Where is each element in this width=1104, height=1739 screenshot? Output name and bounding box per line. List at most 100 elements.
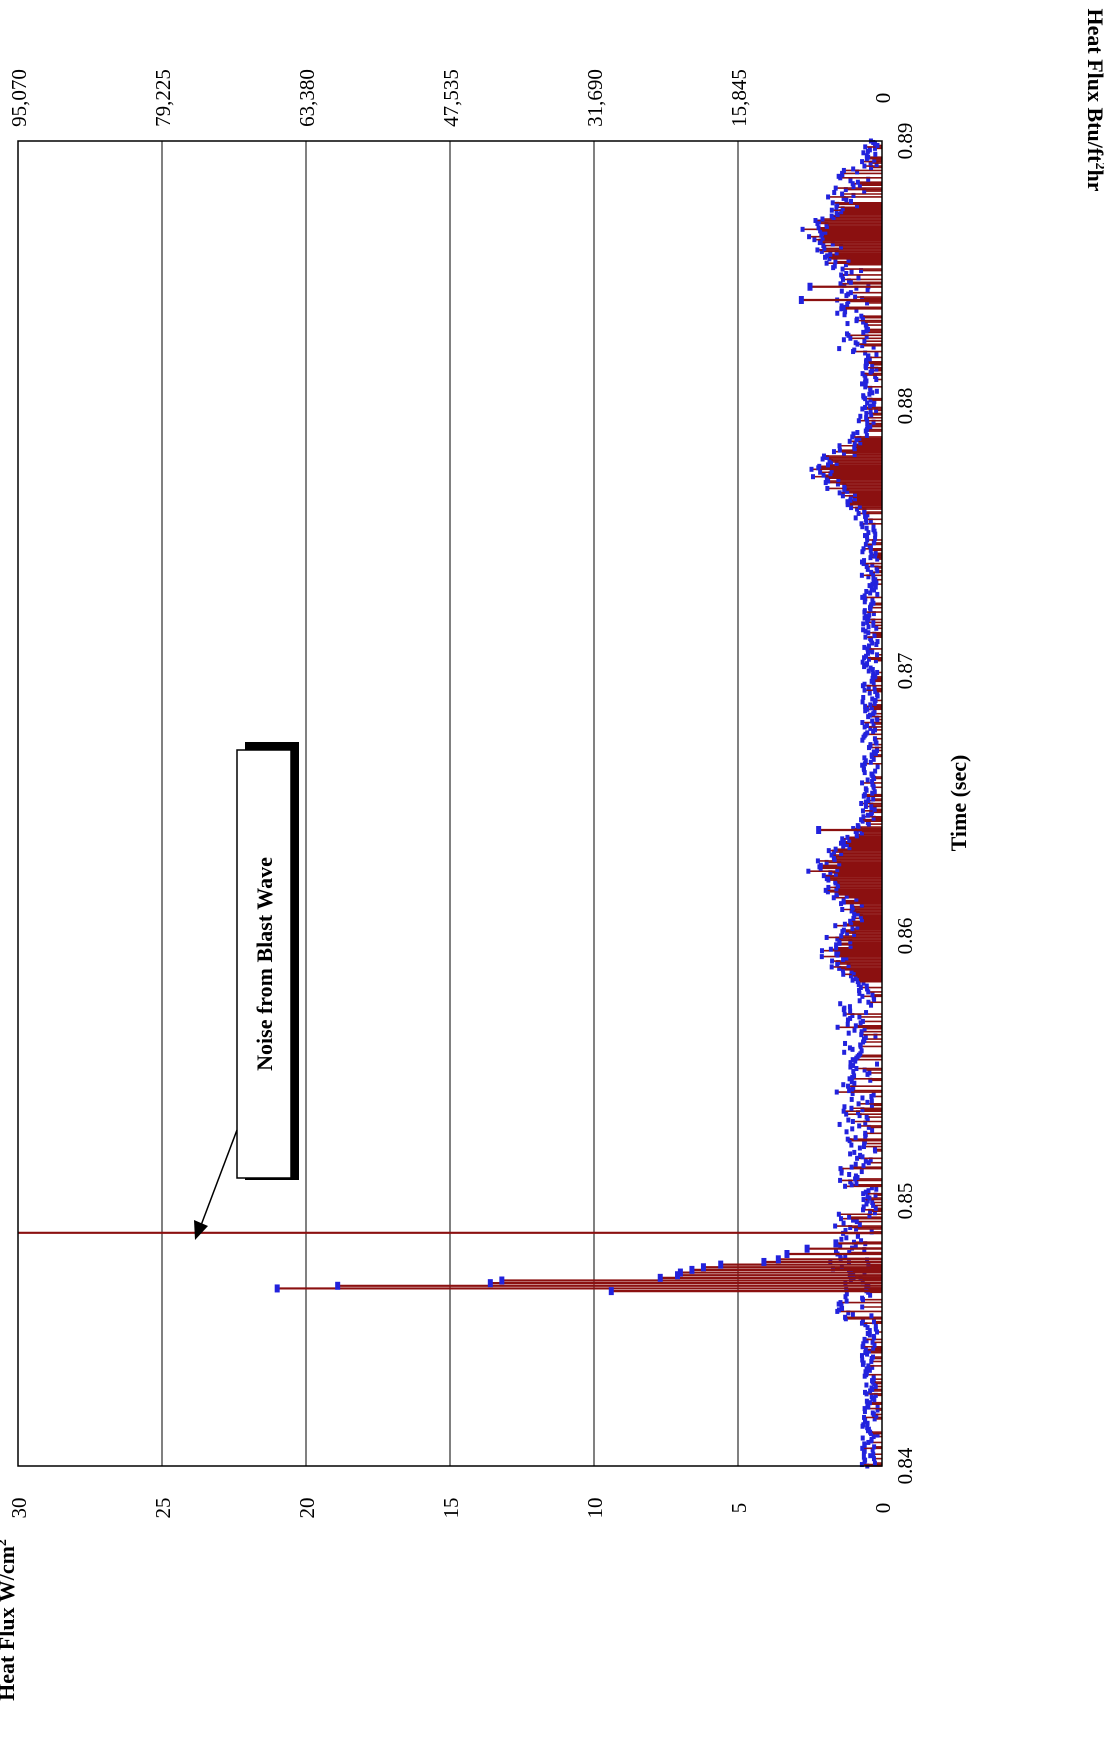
data-point [846, 257, 851, 263]
data-point [866, 1124, 871, 1130]
data-point [861, 1422, 866, 1428]
data-point [874, 1186, 879, 1192]
data-point [844, 1111, 849, 1117]
data-point [860, 1435, 865, 1441]
data-point [824, 260, 829, 266]
data-point [823, 480, 828, 486]
data-point [866, 1160, 871, 1166]
data-point [863, 634, 868, 640]
data-point [875, 1061, 880, 1067]
right-axis-tick-label: 63,380 [295, 69, 319, 127]
data-point [872, 145, 877, 151]
left-axis-title: Heat Flux W/cm2 [0, 1539, 19, 1701]
data-point [847, 837, 852, 843]
left-axis-tick-label: 0 [871, 1503, 895, 1514]
data-point [807, 234, 812, 240]
data-point [863, 1417, 868, 1423]
data-point [875, 142, 880, 148]
data-point [829, 207, 834, 213]
data-point [862, 533, 867, 539]
data-point [848, 1225, 853, 1230]
data-point [856, 1110, 861, 1116]
data-point [858, 1051, 863, 1057]
data-point [851, 826, 856, 832]
data-point [863, 1035, 868, 1041]
data-point [859, 1048, 864, 1054]
data-point [873, 768, 878, 774]
data-point [853, 294, 858, 300]
data-point [871, 1333, 876, 1339]
data-point [836, 1211, 841, 1217]
data-point [875, 1407, 880, 1413]
data-point [867, 690, 872, 696]
data-point [862, 1026, 867, 1032]
data-point [865, 421, 870, 427]
data-point [865, 1331, 870, 1336]
data-point [850, 977, 855, 983]
data-point [864, 589, 869, 594]
data-point [851, 192, 856, 198]
data-point [835, 867, 840, 873]
data-point [830, 1266, 835, 1272]
data-point [859, 902, 864, 908]
data-point [856, 418, 861, 424]
data-point [821, 873, 826, 879]
data-point [845, 1136, 850, 1142]
data-point [872, 789, 877, 795]
data-point [868, 636, 873, 642]
data-point [839, 288, 844, 294]
data-point [865, 300, 870, 306]
data-point [842, 1011, 847, 1017]
data-point [874, 715, 879, 721]
data-point [851, 915, 856, 921]
data-point [866, 1363, 871, 1369]
data-point [868, 759, 873, 765]
data-point [868, 1208, 873, 1214]
data-point [863, 758, 868, 764]
data-point [833, 871, 838, 877]
data-point [850, 1013, 855, 1018]
data-point [849, 1079, 854, 1085]
data-point [828, 870, 833, 876]
data-point [838, 1244, 843, 1250]
data-point [870, 362, 875, 368]
data-point [856, 982, 861, 988]
data-point [824, 859, 829, 865]
data-point [861, 627, 866, 633]
annotation-callout: Noise from Blast Wave [194, 742, 299, 1240]
data-point [850, 1057, 855, 1063]
data-point [855, 924, 860, 930]
data-point [847, 1045, 852, 1051]
spike-marker [335, 1281, 341, 1290]
data-point [864, 983, 869, 989]
data-point [863, 516, 868, 522]
data-point [863, 513, 868, 519]
data-point [870, 781, 875, 787]
data-point [863, 803, 868, 809]
spike-marker [608, 1287, 614, 1296]
plot-area-border [17, 140, 883, 1467]
data-point [863, 404, 868, 410]
data-point [841, 195, 846, 201]
data-point [825, 253, 830, 259]
data-point [871, 680, 876, 686]
data-point [834, 945, 839, 951]
data-point [836, 1307, 841, 1313]
data-point [872, 709, 877, 715]
data-point [844, 955, 849, 961]
data-point [861, 1207, 866, 1213]
data-point [821, 243, 826, 249]
data-point [840, 266, 845, 272]
data-point [860, 524, 865, 530]
data-point [862, 1067, 867, 1073]
data-point [865, 400, 870, 406]
data-point [859, 1032, 864, 1038]
data-point [873, 727, 878, 733]
data-point [855, 506, 860, 512]
data-point [839, 306, 844, 312]
x-axis-tick-label: 0.89 [893, 123, 917, 160]
data-point [837, 443, 842, 449]
data-point [868, 385, 873, 391]
data-point [871, 671, 876, 677]
data-point [869, 1358, 874, 1364]
